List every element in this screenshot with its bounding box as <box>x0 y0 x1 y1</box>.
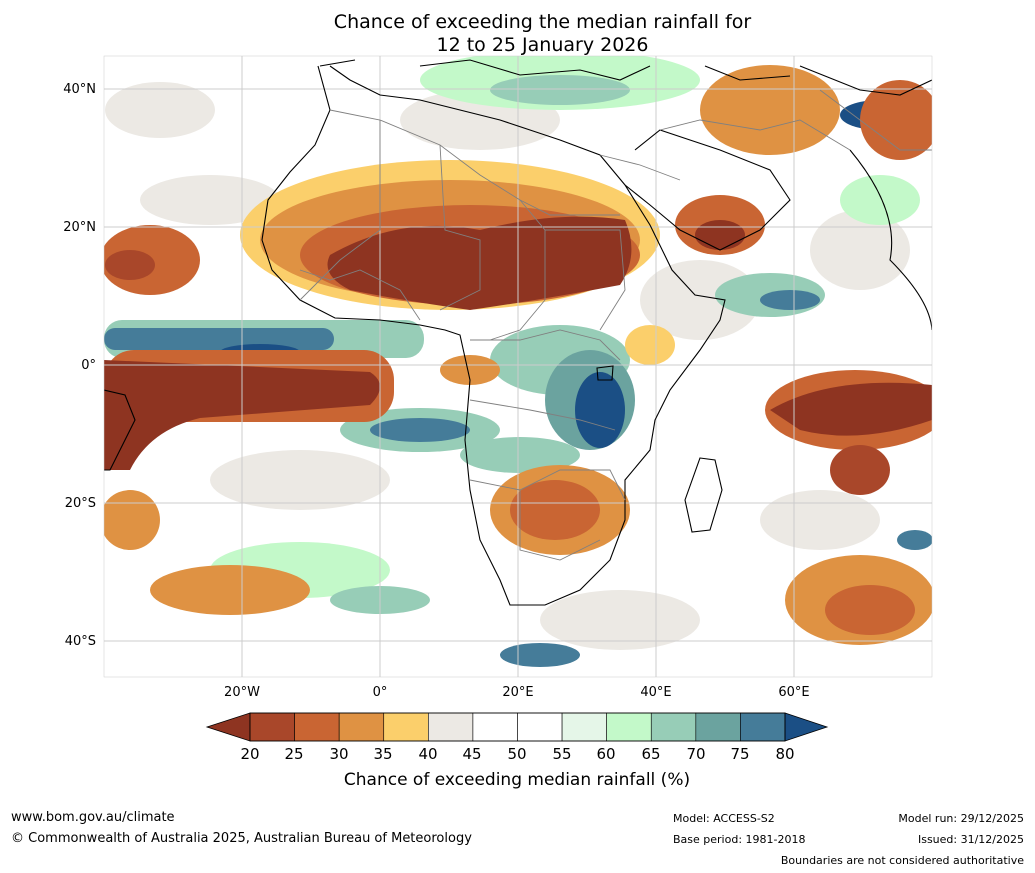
model-run-date: Model run: 29/12/2025 <box>898 812 1024 825</box>
colorbar-frame <box>249 712 786 742</box>
colorbar-low-extension <box>205 712 251 742</box>
colorbar-segment <box>740 712 786 742</box>
colorbar-segment <box>249 712 295 742</box>
lon-label-40e: 40°E <box>640 685 672 700</box>
base-period: Base period: 1981-2018 <box>673 833 806 846</box>
map-title-line2: 12 to 25 January 2026 <box>436 34 649 56</box>
map-title-line1: Chance of exceeding the median rainfall … <box>333 11 752 33</box>
colorbar-tick: 45 <box>462 745 482 763</box>
colorbar-tick: 25 <box>284 745 304 763</box>
colorbar-segments <box>249 712 786 742</box>
lon-label-20w: 20°W <box>224 685 260 700</box>
colorbar-tick: 55 <box>552 745 572 763</box>
colorbar-tick: 20 <box>240 745 260 763</box>
colorbar-segment <box>606 712 652 742</box>
lat-label-20n: 20°N <box>63 220 96 235</box>
colorbar-segment <box>695 712 741 742</box>
lat-label-40s: 40°S <box>64 634 96 649</box>
issued-date: Issued: 31/12/2025 <box>917 833 1024 846</box>
colorbar-tick: 60 <box>596 745 616 763</box>
lon-label-60e: 60°E <box>778 685 810 700</box>
lon-label-0: 0° <box>372 685 388 700</box>
lon-label-20e: 20°E <box>502 685 534 700</box>
colorbar-segment <box>294 712 340 742</box>
colorbar-segment <box>338 712 385 742</box>
colorbar-tick: 35 <box>373 745 393 763</box>
colorbar-segment <box>650 712 697 742</box>
colorbar-high-extension <box>784 712 829 742</box>
colorbar-segment <box>561 712 607 742</box>
map-field <box>104 56 932 677</box>
country-borders <box>299 89 932 561</box>
lat-label-40n: 40°N <box>63 82 96 97</box>
colorbar-segment <box>428 712 474 742</box>
map-frame <box>103 55 933 678</box>
colorbar-tick: 40 <box>418 745 438 763</box>
colorbar-segment <box>383 712 429 742</box>
copyright-text: © Commonwealth of Australia 2025, Austra… <box>11 831 472 846</box>
colorbar-label: Chance of exceeding median rainfall (%) <box>343 770 691 790</box>
colorbar-tick: 70 <box>686 745 706 763</box>
colorbar <box>205 712 829 742</box>
colorbar-tick: 75 <box>730 745 750 763</box>
neutral-patches <box>105 82 910 650</box>
colorbar-segment <box>517 712 563 742</box>
dry-anomaly-areas <box>104 65 932 645</box>
colorbar-tick: 50 <box>507 745 527 763</box>
colorbar-tick: 65 <box>641 745 661 763</box>
colorbar-tick: 80 <box>775 745 795 763</box>
lat-label-0: 0° <box>81 358 96 373</box>
boundaries-disclaimer: Boundaries are not considered authoritat… <box>780 854 1024 867</box>
lat-label-20s: 20°S <box>64 496 96 511</box>
website-link[interactable]: www.bom.gov.au/climate <box>11 810 175 825</box>
model-name: Model: ACCESS-S2 <box>673 812 775 825</box>
colorbar-tick: 30 <box>329 745 349 763</box>
colorbar-segment <box>472 712 518 742</box>
